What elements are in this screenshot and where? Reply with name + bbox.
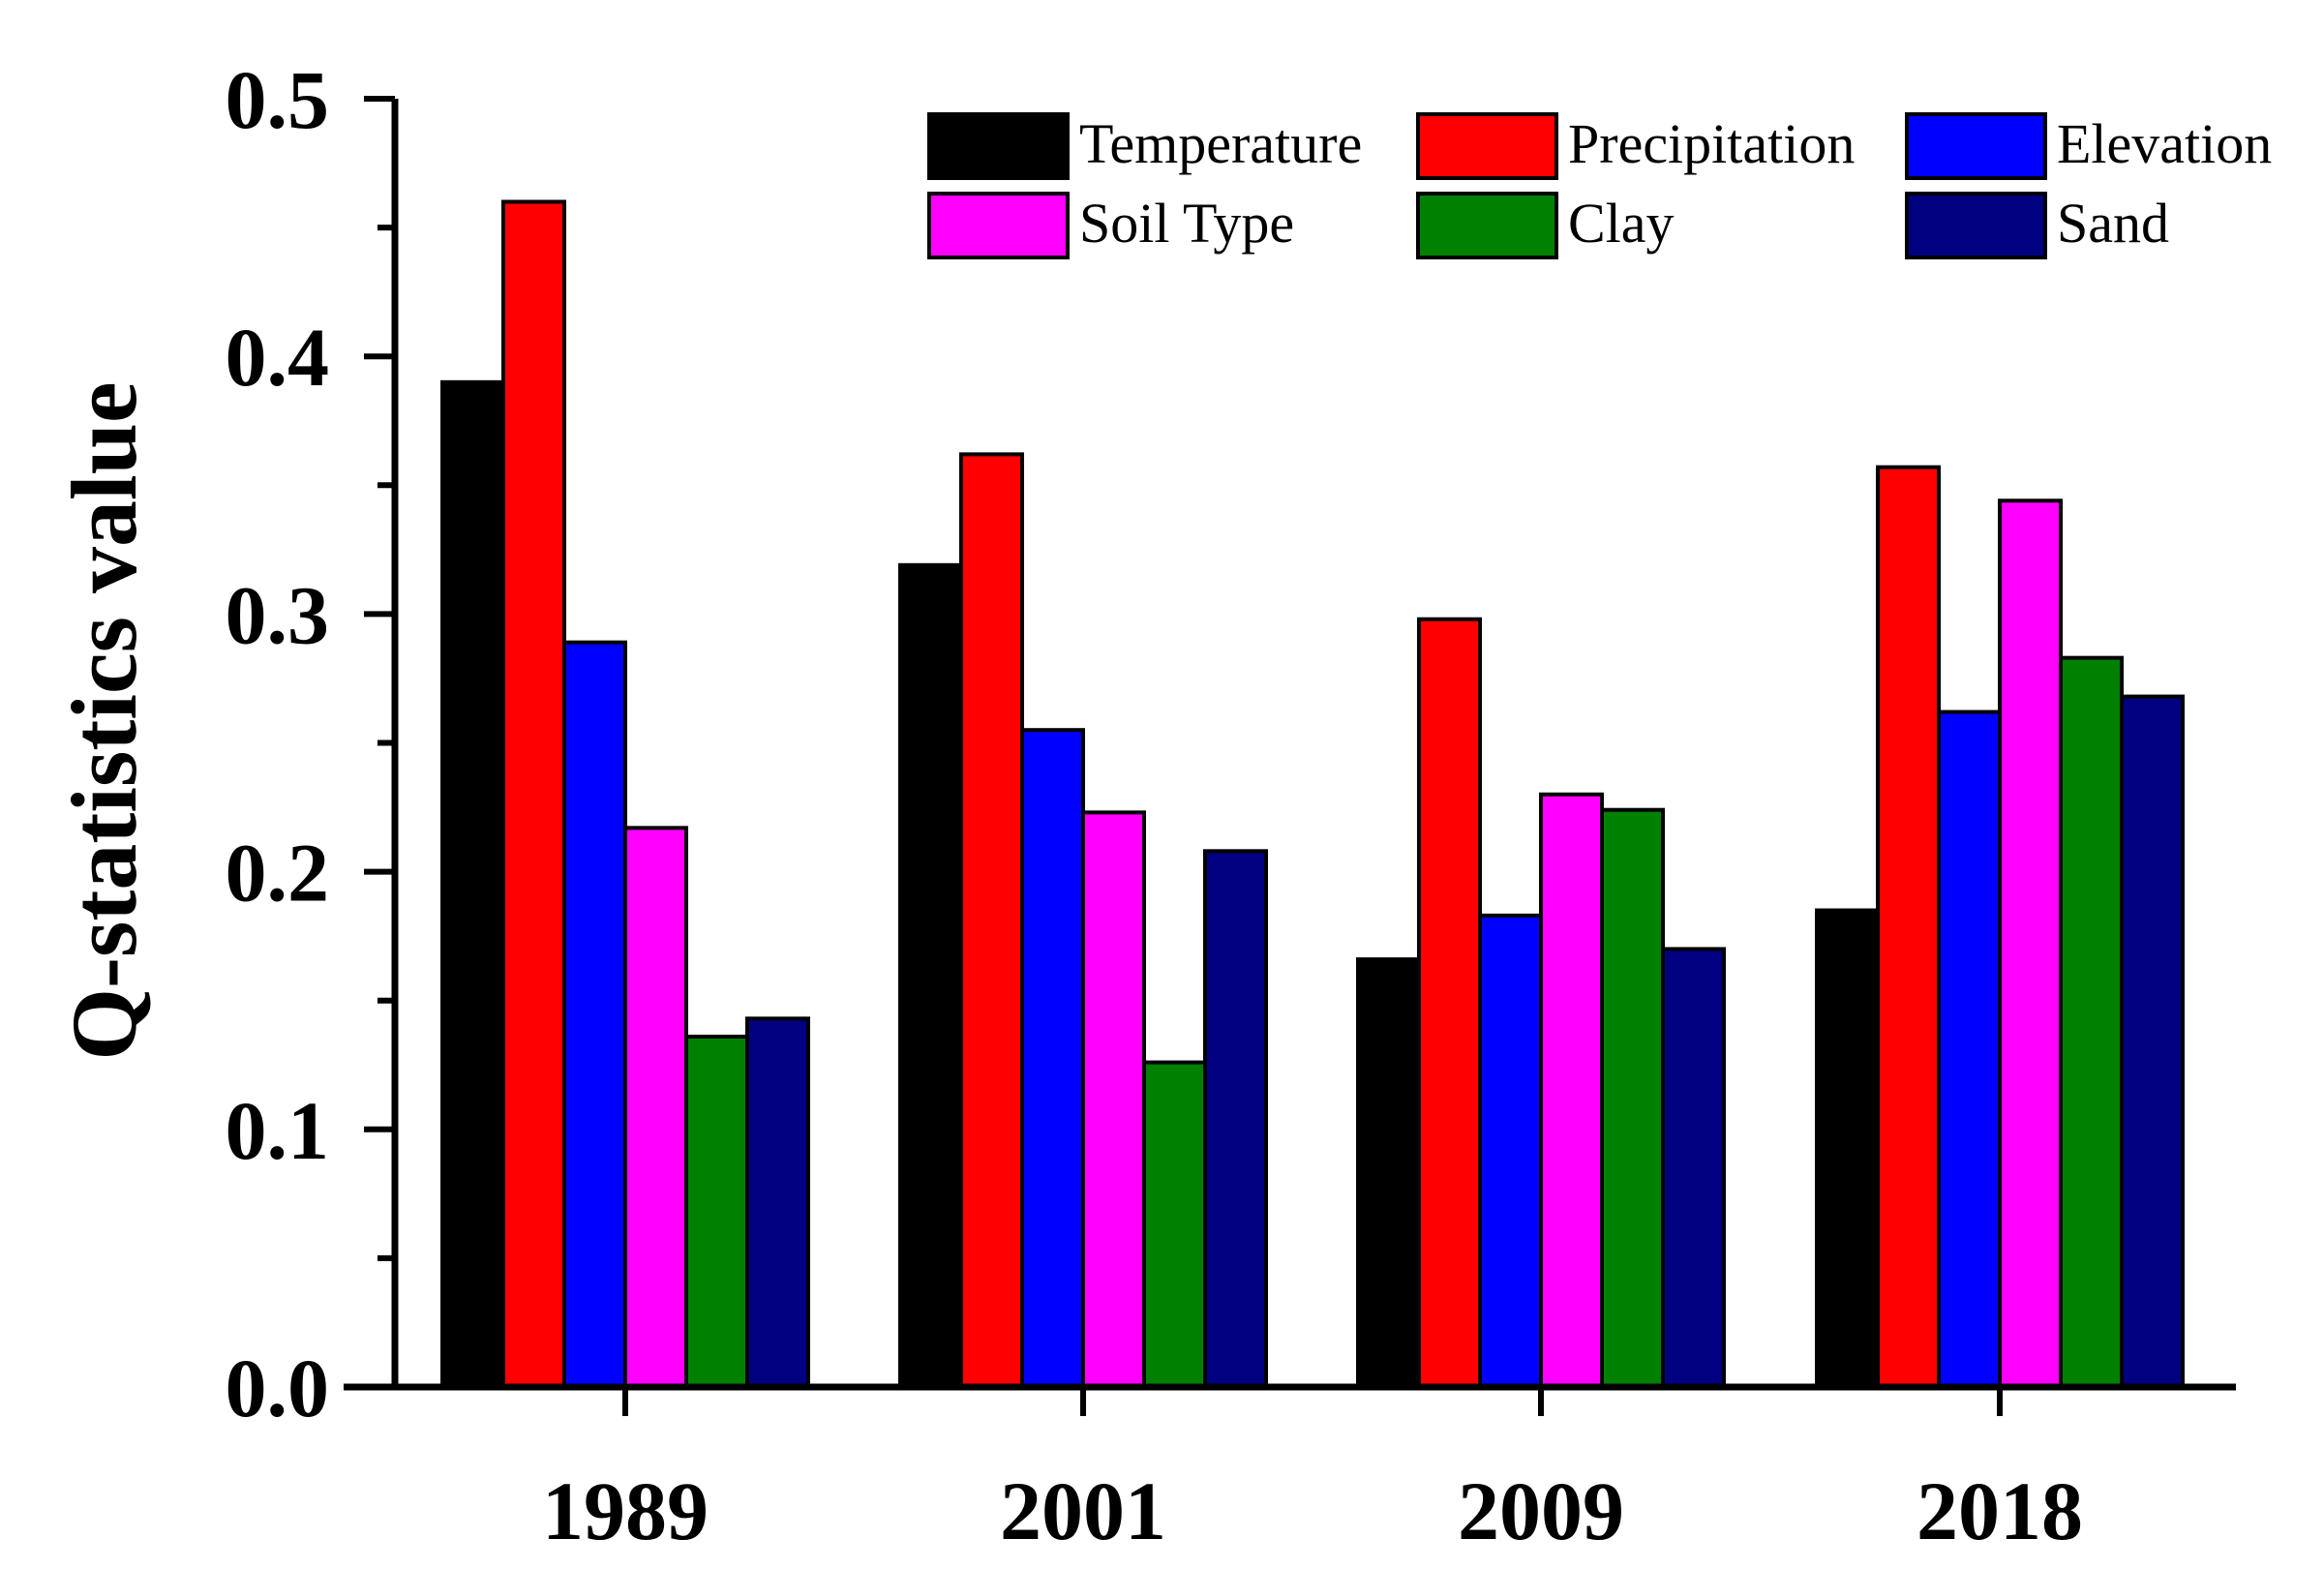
bar-precipitation-2018 bbox=[1876, 465, 1941, 1389]
bar-sand-1989 bbox=[745, 1016, 810, 1389]
bar-temperature-2018 bbox=[1815, 908, 1880, 1390]
y-tick-label: 0.5 bbox=[226, 53, 330, 146]
bar-soil-type-1989 bbox=[623, 826, 688, 1389]
y-tick-label: 0.3 bbox=[226, 568, 330, 661]
bar-clay-2009 bbox=[1600, 807, 1665, 1389]
y-tick-label: 0.2 bbox=[226, 827, 330, 920]
bar-temperature-2009 bbox=[1356, 957, 1421, 1389]
x-tick-label-1989: 1989 bbox=[542, 1464, 709, 1557]
legend-label-elevation: Elevation bbox=[2057, 112, 2272, 175]
bar-sand-2009 bbox=[1661, 947, 1726, 1390]
bar-temperature-1989 bbox=[440, 379, 505, 1390]
legend-swatch-elevation bbox=[1905, 112, 2047, 180]
bar-sand-2001 bbox=[1203, 849, 1268, 1389]
legend-swatch-temperature bbox=[927, 112, 1070, 180]
axes-layer: 0.0 0.1 0.2 0.3 0.4 0.5 1989 2001 2009 2018 bbox=[226, 53, 2236, 1557]
bar-elevation-2018 bbox=[1937, 709, 2002, 1389]
bar-elevation-2009 bbox=[1478, 913, 1543, 1389]
x-tick-label-2001: 2001 bbox=[1000, 1464, 1166, 1557]
y-tick-label: 0.0 bbox=[226, 1342, 330, 1434]
bar-elevation-2001 bbox=[1020, 728, 1085, 1389]
legend: Temperature Precipitation Elevation Soil Ty… bbox=[927, 112, 2272, 259]
legend-label-precipitation: Precipitation bbox=[1568, 112, 1855, 175]
bar-clay-2018 bbox=[2059, 655, 2124, 1389]
x-tick-label-2018: 2018 bbox=[1917, 1464, 2083, 1557]
bar-soil-type-2009 bbox=[1539, 792, 1604, 1389]
bars-layer bbox=[440, 199, 2185, 1390]
legend-swatch-clay bbox=[1416, 192, 1558, 259]
legend-swatch-sand bbox=[1905, 192, 2047, 259]
bar-precipitation-2001 bbox=[959, 452, 1024, 1389]
y-tick-label: 0.4 bbox=[226, 311, 330, 404]
y-axis-title: Q-statistics value bbox=[52, 381, 156, 1060]
bar-clay-2001 bbox=[1142, 1060, 1207, 1389]
bar-clay-1989 bbox=[684, 1034, 749, 1390]
bar-elevation-1989 bbox=[562, 640, 627, 1389]
bar-soil-type-2018 bbox=[1998, 498, 2063, 1389]
legend-label-temperature: Temperature bbox=[1079, 112, 1362, 175]
bar-temperature-2001 bbox=[898, 562, 963, 1389]
y-tick-label: 0.1 bbox=[226, 1084, 330, 1177]
bar-precipitation-2009 bbox=[1417, 617, 1482, 1389]
legend-label-sand: Sand bbox=[2057, 192, 2169, 255]
bar-sand-2018 bbox=[2120, 694, 2185, 1389]
x-tick-label-2009: 2009 bbox=[1458, 1464, 1624, 1557]
bar-precipitation-1989 bbox=[501, 199, 566, 1390]
bar-soil-type-2001 bbox=[1081, 810, 1146, 1389]
legend-label-clay: Clay bbox=[1568, 192, 1675, 255]
legend-swatch-soil-type bbox=[927, 192, 1070, 259]
legend-label-soil-type: Soil Type bbox=[1079, 192, 1294, 255]
legend-swatch-precipitation bbox=[1416, 112, 1558, 180]
